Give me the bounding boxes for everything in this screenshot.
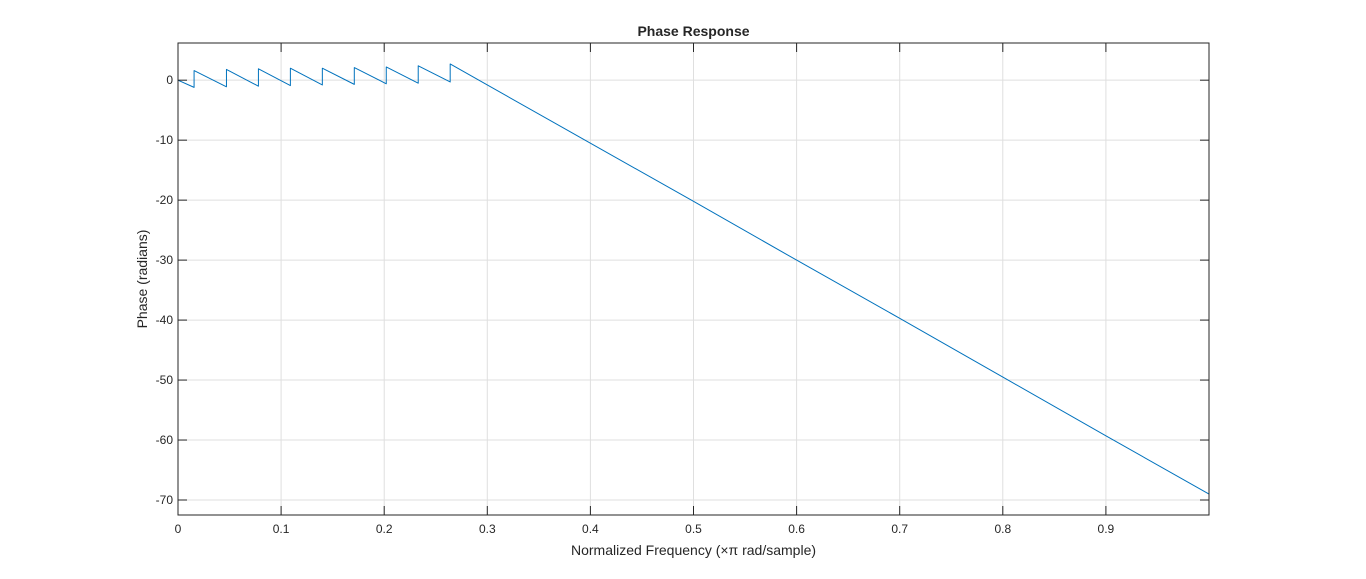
phase-line xyxy=(177,63,1210,495)
y-tick-label: -70 xyxy=(156,493,174,507)
x-tick-label: 0.3 xyxy=(479,522,496,536)
x-tick-label: 0.8 xyxy=(994,522,1011,536)
series-layer xyxy=(177,63,1210,495)
y-axis-title: Phase (radians) xyxy=(134,230,150,329)
grid-lines xyxy=(177,43,1209,515)
x-axis-title: Normalized Frequency (×π rad/sample) xyxy=(571,542,816,558)
tick-labels: 0 0.1 0.2 0.3 0.4 0.5 0.6 0.7 0.8 0.9 0 -10 -20 -30 -4… xyxy=(156,73,1115,536)
y-tick-label: -10 xyxy=(156,133,174,147)
x-tick-label: 0.7 xyxy=(891,522,908,536)
y-tick-label: -60 xyxy=(156,433,174,447)
y-tick-label: -30 xyxy=(156,253,174,267)
y-tick-label: -40 xyxy=(156,313,174,327)
y-tick-label: -20 xyxy=(156,193,174,207)
x-tick-label: 0.1 xyxy=(273,522,290,536)
x-tick-label: 0.6 xyxy=(788,522,805,536)
y-tick-label: -50 xyxy=(156,373,174,387)
x-tick-label: 0.4 xyxy=(582,522,599,536)
x-tick-label: 0.9 xyxy=(1098,522,1115,536)
x-tick-label: 0.5 xyxy=(685,522,702,536)
tick-marks xyxy=(177,43,1209,515)
x-tick-label: 0 xyxy=(175,522,182,536)
x-tick-label: 0.2 xyxy=(376,522,393,536)
y-tick-label: 0 xyxy=(166,73,173,87)
chart-title: Phase Response xyxy=(637,23,749,39)
